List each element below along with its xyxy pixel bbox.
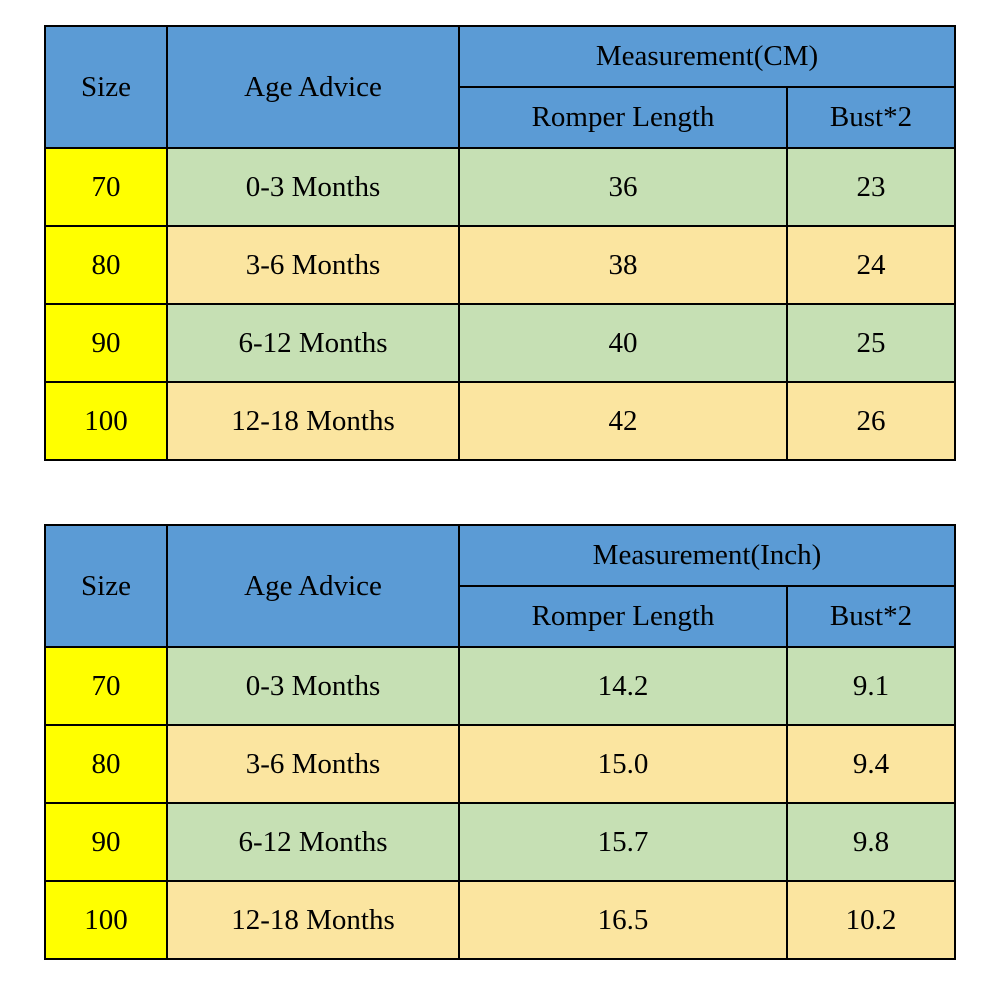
- size-column-header: Size: [44, 25, 168, 149]
- bust-cell: 23: [786, 147, 956, 227]
- age-advice-cell: 0-3 Months: [166, 147, 460, 227]
- size-cell: 100: [44, 880, 168, 960]
- age-advice-cell: 6-12 Months: [166, 303, 460, 383]
- age-advice-cell: 3-6 Months: [166, 225, 460, 305]
- table-row: 100 12-18 Months 16.5 10.2: [44, 880, 956, 960]
- measurement-inch-group-header: Measurement(Inch): [458, 524, 956, 587]
- measurement-cm-group-header: Measurement(CM): [458, 25, 956, 88]
- table-row: 80 3-6 Months 38 24: [44, 225, 956, 305]
- romper-length-cell: 40: [458, 303, 788, 383]
- size-table-inch: Size Age Advice Measurement(Inch) Romper…: [44, 524, 956, 960]
- table-row: 70 0-3 Months 14.2 9.1: [44, 646, 956, 726]
- romper-length-cell: 42: [458, 381, 788, 461]
- age-advice-cell: 3-6 Months: [166, 724, 460, 804]
- size-column-header: Size: [44, 524, 168, 648]
- size-cell: 80: [44, 225, 168, 305]
- table-row: 80 3-6 Months 15.0 9.4: [44, 724, 956, 804]
- bust-cell: 9.1: [786, 646, 956, 726]
- size-cell: 70: [44, 646, 168, 726]
- size-cell: 90: [44, 303, 168, 383]
- size-cell: 70: [44, 147, 168, 227]
- table-row: 70 0-3 Months 36 23: [44, 147, 956, 227]
- age-advice-column-header: Age Advice: [166, 25, 460, 149]
- bust-cell: 9.8: [786, 802, 956, 882]
- romper-length-cell: 38: [458, 225, 788, 305]
- romper-length-cell: 15.7: [458, 802, 788, 882]
- size-cell: 100: [44, 381, 168, 461]
- romper-length-column-header: Romper Length: [458, 585, 788, 648]
- table-row: 90 6-12 Months 15.7 9.8: [44, 802, 956, 882]
- age-advice-cell: 12-18 Months: [166, 381, 460, 461]
- bust-cell: 26: [786, 381, 956, 461]
- size-cell: 90: [44, 802, 168, 882]
- age-advice-cell: 0-3 Months: [166, 646, 460, 726]
- romper-length-cell: 36: [458, 147, 788, 227]
- table-row: 90 6-12 Months 40 25: [44, 303, 956, 383]
- bust-cell: 24: [786, 225, 956, 305]
- bust-column-header: Bust*2: [786, 86, 956, 149]
- age-advice-cell: 6-12 Months: [166, 802, 460, 882]
- bust-cell: 9.4: [786, 724, 956, 804]
- romper-length-cell: 15.0: [458, 724, 788, 804]
- table-row: 100 12-18 Months 42 26: [44, 381, 956, 461]
- romper-length-column-header: Romper Length: [458, 86, 788, 149]
- size-cell: 80: [44, 724, 168, 804]
- romper-length-cell: 16.5: [458, 880, 788, 960]
- bust-column-header: Bust*2: [786, 585, 956, 648]
- bust-cell: 25: [786, 303, 956, 383]
- age-advice-column-header: Age Advice: [166, 524, 460, 648]
- age-advice-cell: 12-18 Months: [166, 880, 460, 960]
- size-table-cm: Size Age Advice Measurement(CM) Romper L…: [44, 25, 956, 461]
- bust-cell: 10.2: [786, 880, 956, 960]
- romper-length-cell: 14.2: [458, 646, 788, 726]
